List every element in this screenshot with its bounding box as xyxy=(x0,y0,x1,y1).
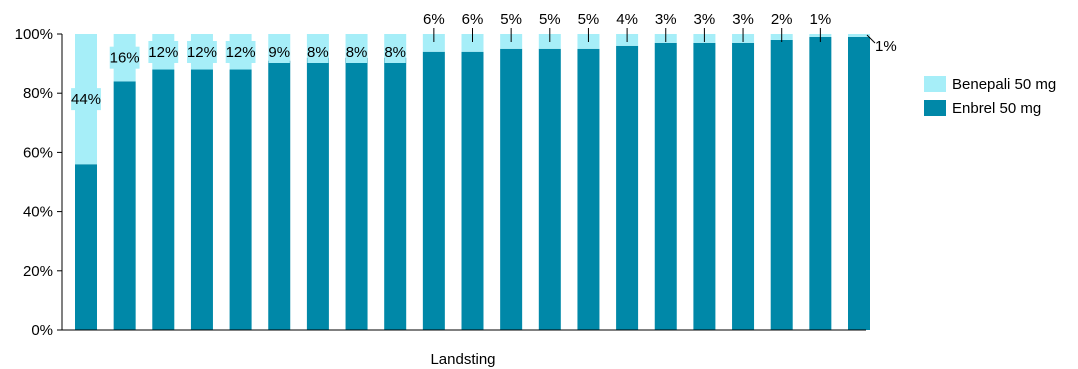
bar-benepali-11 xyxy=(461,34,484,52)
data-label-benepali-21: 1% xyxy=(875,38,897,55)
data-label-benepali-20: 1% xyxy=(810,11,832,28)
data-label-benepali-17: 3% xyxy=(694,11,716,28)
bar-enbrel-4 xyxy=(190,69,213,331)
y-tick-label: 0% xyxy=(31,322,53,339)
data-label-benepali-18: 3% xyxy=(732,11,754,28)
y-tick-label: 80% xyxy=(23,85,53,102)
bar-enbrel-9 xyxy=(384,57,407,331)
y-tick-label: 20% xyxy=(23,263,53,280)
y-tick-label: 60% xyxy=(23,144,53,161)
data-label-benepali-19: 2% xyxy=(771,11,793,28)
bars-layer xyxy=(75,34,870,331)
bar-enbrel-11 xyxy=(461,51,484,330)
data-label-benepali-12: 5% xyxy=(500,11,522,28)
bar-enbrel-20 xyxy=(809,36,832,331)
bar-enbrel-8 xyxy=(345,57,368,331)
data-label-benepali-14: 5% xyxy=(578,11,600,28)
bar-enbrel-2 xyxy=(113,81,136,330)
data-label-benepali-3: 12% xyxy=(148,44,178,61)
legend: Benepali 50 mg Enbrel 50 mg xyxy=(924,76,1056,117)
bar-enbrel-5 xyxy=(229,69,252,331)
data-label-bg xyxy=(268,41,290,63)
data-label-benepali-10: 6% xyxy=(423,11,445,28)
data-label-bg xyxy=(307,41,329,63)
bar-enbrel-7 xyxy=(306,57,329,331)
bar-enbrel-12 xyxy=(500,48,523,331)
bar-enbrel-21 xyxy=(848,36,870,331)
bar-enbrel-14 xyxy=(577,48,600,331)
bar-enbrel-16 xyxy=(654,42,677,330)
bar-enbrel-15 xyxy=(616,45,639,331)
data-labels-layer: 44% 16% 12% 12% 12% 9% 8% 8% 8% 6% 6% 5% 5% 5% 4% 3% 3% 3… xyxy=(71,11,897,111)
data-label-bg xyxy=(148,41,179,63)
data-label-bg xyxy=(225,41,256,63)
bar-enbrel-10 xyxy=(422,51,445,330)
legend-swatch-benepali xyxy=(924,76,946,92)
data-label-benepali-11: 6% xyxy=(462,11,484,28)
data-label-benepali-6: 9% xyxy=(268,44,290,61)
bar-enbrel-18 xyxy=(732,42,755,330)
bar-enbrel-3 xyxy=(152,69,175,331)
data-label-benepali-5: 12% xyxy=(226,44,256,61)
y-tick-label: 100% xyxy=(15,26,53,43)
bar-benepali-10 xyxy=(422,34,445,52)
x-axis-title: Landsting xyxy=(430,351,495,368)
data-label-benepali-1: 44% xyxy=(71,91,101,108)
data-label-bg xyxy=(384,41,406,63)
legend-swatch-enbrel xyxy=(924,100,946,116)
data-label-benepali-4: 12% xyxy=(187,44,217,61)
bar-enbrel-6 xyxy=(268,60,291,330)
data-label-benepali-13: 5% xyxy=(539,11,561,28)
bar-enbrel-19 xyxy=(770,39,793,331)
data-label-benepali-9: 8% xyxy=(384,44,406,61)
data-label-benepali-15: 4% xyxy=(616,11,638,28)
data-label-leader xyxy=(866,34,876,44)
bar-enbrel-13 xyxy=(538,48,561,331)
data-label-benepali-7: 8% xyxy=(307,44,329,61)
data-label-bg xyxy=(71,88,101,111)
data-label-bg xyxy=(345,41,368,63)
bar-enbrel-17 xyxy=(693,42,716,330)
bar-benepali-21 xyxy=(848,34,870,37)
data-label-bg xyxy=(109,46,140,69)
data-label-benepali-8: 8% xyxy=(346,44,368,61)
data-label-benepali-2: 16% xyxy=(110,50,140,67)
bar-enbrel-1 xyxy=(75,164,97,330)
y-tick-label: 40% xyxy=(23,204,53,221)
data-label-benepali-16: 3% xyxy=(655,11,677,28)
axes-layer: 0% 20% 40% 60% 80% 100% xyxy=(15,26,866,339)
legend-label-benepali: Benepali 50 mg xyxy=(952,76,1056,93)
data-label-bg xyxy=(187,41,217,63)
legend-label-enbrel: Enbrel 50 mg xyxy=(952,100,1041,117)
